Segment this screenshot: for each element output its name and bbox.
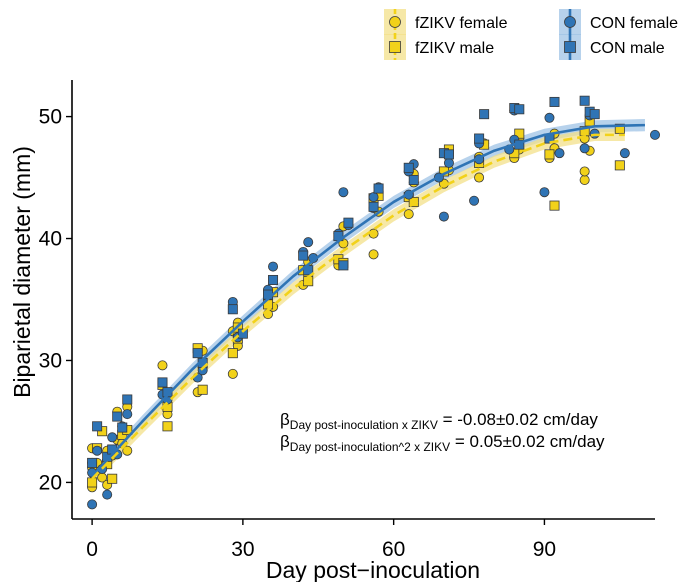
con-female-point (544, 112, 555, 123)
con-male-point (157, 377, 168, 388)
fzikv-male-point (227, 348, 238, 359)
con-male-point (192, 348, 203, 359)
legend-con-female-label: CON female (590, 15, 678, 32)
x-tick-label: 30 (231, 538, 254, 561)
fzikv-female-point (368, 249, 379, 260)
con-male-point (373, 183, 384, 194)
con-female-point (268, 261, 279, 272)
con-male-point (338, 260, 349, 271)
legend-fzikv-male-label: fZIKV male (415, 40, 494, 57)
con-male-point (117, 422, 128, 433)
fit-curves (91, 123, 645, 480)
con-female-point (368, 192, 379, 203)
legend-fzikv-female-marker (389, 16, 401, 28)
con-male-point (237, 328, 248, 339)
con-female-point (539, 187, 550, 198)
con-male-point (343, 217, 354, 228)
con-female-point (469, 195, 480, 206)
con-male-point (268, 274, 279, 285)
fzikv-male-point (107, 473, 118, 484)
legend-con-female-marker (564, 16, 576, 28)
beta-symbol: β (280, 410, 290, 429)
con-male-point (122, 394, 133, 405)
y-tick-label: 30 (39, 349, 62, 372)
x-axis-label: Day post−inoculation (266, 557, 480, 582)
con-male-point (403, 162, 414, 173)
fzikv-female-point (579, 166, 590, 177)
con-male-point (443, 149, 454, 160)
fzikv-male-point (514, 128, 525, 139)
fzikv-fit-line (91, 133, 625, 480)
con-female-point (338, 187, 349, 198)
con-female-point (438, 211, 449, 222)
con-male-point (87, 457, 98, 468)
fzikv-male-point (549, 200, 560, 211)
fzikv-female-point (403, 209, 414, 220)
con-female-point (303, 237, 314, 248)
con-male-point (474, 133, 485, 144)
fzikv-male-point (544, 149, 555, 160)
legend: fZIKV female fZIKV male CON female CON male (384, 9, 678, 60)
legend-fzikv-female-label: fZIKV female (415, 15, 508, 32)
legend-con-male-label: CON male (590, 40, 665, 57)
con-female-point (619, 148, 630, 159)
con-male-point (514, 104, 525, 115)
fzikv-male-point (87, 477, 98, 488)
con-female-point (107, 432, 118, 443)
con-male-point (298, 250, 309, 261)
con-fit-line (91, 123, 645, 478)
con-male-point (227, 304, 238, 315)
fzikv-female-point (227, 368, 238, 379)
coefficient-annotation: βDay post-inoculation x ZIKV = -0.08±0.0… (280, 410, 598, 432)
con-female-point (650, 129, 661, 140)
fzikv-male-point (614, 123, 625, 134)
coefficient-value: = 0.05±0.02 cm/day (450, 432, 605, 451)
con-female-point (102, 489, 113, 500)
fzikv-male-point (614, 160, 625, 171)
fzikv-male-point (162, 421, 173, 432)
con-female-point (579, 143, 590, 154)
con-male-point (92, 421, 103, 432)
fzikv-female-point (157, 360, 168, 371)
con-male-point (589, 109, 600, 120)
con-female-point (87, 499, 98, 510)
fzikv-male-point (408, 196, 419, 207)
con-male-point (479, 109, 490, 120)
y-axis-label: Biparietal diameter (mm) (9, 146, 35, 398)
y-tick-label: 20 (39, 471, 62, 494)
con-male-point (408, 174, 419, 185)
x-tick-label: 0 (86, 538, 98, 561)
legend-con-male-marker (564, 41, 576, 53)
con-female-point (443, 157, 454, 168)
x-tick-label: 90 (533, 538, 556, 561)
fzikv-female-point (368, 228, 379, 239)
fzikv-female-point (474, 172, 485, 183)
x-tick-label: 60 (382, 538, 405, 561)
coefficient-subscript: Day post-inoculation^2 x ZIKV (290, 440, 450, 454)
con-male-point (368, 201, 379, 212)
y-tick-label: 50 (39, 106, 62, 129)
con-female-point (92, 445, 103, 456)
fzikv-female-point (579, 174, 590, 185)
con-female-point (122, 409, 133, 420)
y-tick-label: 40 (39, 228, 62, 251)
legend-fzikv-male-marker (389, 41, 401, 53)
con-male-point (579, 95, 590, 106)
fzikv-male-point (197, 384, 208, 395)
beta-symbol: β (280, 432, 290, 451)
con-female-point (554, 148, 565, 159)
coefficient-value: = -0.08±0.02 cm/day (438, 410, 599, 429)
con-male-point (549, 96, 560, 107)
fzikv-female-point (122, 445, 133, 456)
con-male-point (112, 411, 123, 422)
axes: 0 30 60 90 20 30 40 50 (39, 80, 655, 561)
coefficient-annotation: βDay post-inoculation^2 x ZIKV = 0.05±0.… (280, 432, 605, 454)
coefficient-subscript: Day post-inoculation x ZIKV (290, 418, 438, 432)
coefficient-annotations: βDay post-inoculation x ZIKV = -0.08±0.0… (280, 410, 605, 454)
